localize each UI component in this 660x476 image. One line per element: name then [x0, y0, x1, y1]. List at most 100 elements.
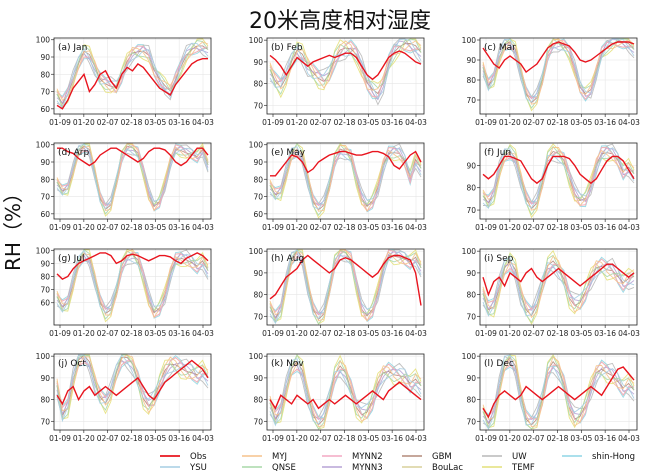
x-tick-label: 01-09: [262, 223, 284, 232]
series-obs-line: [482, 366, 635, 419]
series-qnse-line: [269, 38, 422, 95]
legend-label: Obs: [190, 452, 207, 462]
series-qnse-line: [482, 145, 635, 216]
y-tick-label: 90: [466, 161, 476, 170]
series-ysu-line: [56, 354, 209, 423]
series-qnse-line: [482, 253, 635, 324]
x-tick-label: 02-18: [121, 434, 143, 443]
y-tick-label: 80: [40, 175, 50, 184]
series-qnse-line: [56, 143, 209, 215]
x-tick-label: 01-09: [475, 434, 497, 443]
x-tick-label: 02-07: [310, 223, 332, 232]
series-temf-line: [482, 38, 635, 112]
x-tick-label: 01-09: [262, 434, 284, 443]
panel-title: (l) Dec: [484, 359, 514, 369]
x-tick-label: 02-18: [334, 118, 356, 127]
series-myj-line: [56, 354, 209, 414]
y-tick-label: 80: [253, 396, 263, 405]
legend-item-shin-hong: shin-Hong: [562, 452, 635, 462]
x-tick-label: 04-03: [192, 434, 214, 443]
y-tick-label: 80: [253, 175, 263, 184]
panel-frame: [266, 37, 425, 115]
series-uw-line: [482, 257, 635, 314]
y-tick-label: 100: [462, 352, 477, 361]
x-tick-label: 03-05: [357, 118, 379, 127]
x-tick-label: 04-03: [405, 329, 427, 338]
series-obs-line: [482, 263, 635, 297]
x-tick-label: 04-03: [618, 434, 640, 443]
series-ysu-line: [56, 249, 209, 314]
x-tick-label: 03-05: [570, 118, 592, 127]
x-tick-label: 01-09: [49, 434, 71, 443]
series-qnse-line: [56, 354, 209, 421]
x-tick-label: 01-09: [49, 329, 71, 338]
x-tick-label: 01-09: [49, 118, 71, 127]
series-mynn2-line: [269, 363, 422, 420]
x-tick-label: 01-20: [286, 118, 308, 127]
panel-frame: [53, 142, 212, 220]
y-tick-label: 90: [253, 158, 263, 167]
x-tick-label: 02-07: [523, 118, 545, 127]
legend-label: GBM: [432, 452, 452, 462]
panel-title: (g) Jul: [58, 254, 84, 264]
x-tick-label: 03-05: [144, 329, 166, 338]
y-tick-label: 60: [40, 105, 50, 114]
y-tick-label: 70: [466, 312, 476, 321]
series-mynn2-line: [482, 39, 635, 100]
x-tick-label: 02-07: [97, 329, 119, 338]
series-myj-line: [269, 144, 422, 212]
series-mynn2-line: [482, 147, 635, 206]
panel-11: 70 80 90 100 01-09 01-20 02-07 02-18 03-05 03-16 0…: [249, 352, 427, 443]
series-myj-line: [269, 40, 422, 91]
x-tick-label: 01-09: [262, 118, 284, 127]
legend-label: QNSE: [272, 463, 296, 473]
x-tick-label: 03-05: [570, 329, 592, 338]
y-axis-label: RH（%）: [1, 183, 25, 271]
x-tick-label: 01-20: [73, 118, 95, 127]
x-tick-label: 01-20: [286, 329, 308, 338]
y-tick-label: 100: [36, 352, 51, 361]
series-ysu-line: [482, 147, 635, 209]
legend-label: shin-Hong: [592, 452, 635, 462]
y-tick-label: 100: [462, 247, 477, 256]
y-tick-label: 70: [253, 101, 263, 110]
y-tick-label: 90: [40, 53, 50, 62]
series-mynn3-line: [56, 357, 209, 416]
x-tick-label: 01-20: [499, 118, 521, 127]
series-ysu-line: [269, 146, 422, 210]
x-tick-label: 01-09: [475, 223, 497, 232]
x-tick-label: 02-07: [310, 118, 332, 127]
x-tick-label: 03-16: [168, 329, 190, 338]
series-ysu-line: [482, 257, 635, 317]
series-obs-line: [269, 254, 422, 306]
x-tick-label: 02-07: [310, 434, 332, 443]
panel-4: 60 70 80 90 100 01-09 01-20 02-07 02-18 03-05 03-1…: [36, 141, 214, 232]
y-tick-label: 60: [253, 210, 263, 219]
x-tick-label: 02-18: [334, 223, 356, 232]
y-tick-label: 70: [466, 206, 476, 215]
panel-8: 70 80 90 100 01-09 01-20 02-07 02-18 03-05 03-16 0…: [249, 247, 427, 338]
series-ysu-line: [269, 249, 422, 325]
series-mynn2-line: [56, 357, 209, 409]
series-obs-line: [56, 58, 208, 110]
legend-item-qnse: QNSE: [242, 463, 296, 473]
panel-9: 70 80 90 100 01-09 01-20 02-07 02-18 03-05 03-16 0…: [462, 247, 640, 338]
x-tick-label: 03-05: [357, 434, 379, 443]
y-tick-label: 80: [466, 291, 476, 300]
panel-frame: [479, 37, 638, 115]
y-tick-label: 100: [249, 141, 264, 150]
y-tick-label: 80: [40, 396, 50, 405]
y-tick-label: 90: [466, 269, 476, 278]
panel-3: 70 80 90 100 01-09 01-20 02-07 02-18 03-05 03-16 0…: [462, 36, 640, 127]
series-qnse-line: [482, 38, 635, 109]
x-tick-label: 01-20: [286, 223, 308, 232]
legend-label: YSU: [189, 463, 207, 473]
x-tick-label: 01-20: [499, 223, 521, 232]
y-tick-label: 90: [466, 56, 476, 65]
y-tick-label: 70: [40, 193, 50, 202]
x-tick-label: 02-07: [523, 223, 545, 232]
y-tick-label: 80: [466, 184, 476, 193]
x-tick-label: 02-18: [121, 223, 143, 232]
series-uw-line: [269, 38, 422, 106]
